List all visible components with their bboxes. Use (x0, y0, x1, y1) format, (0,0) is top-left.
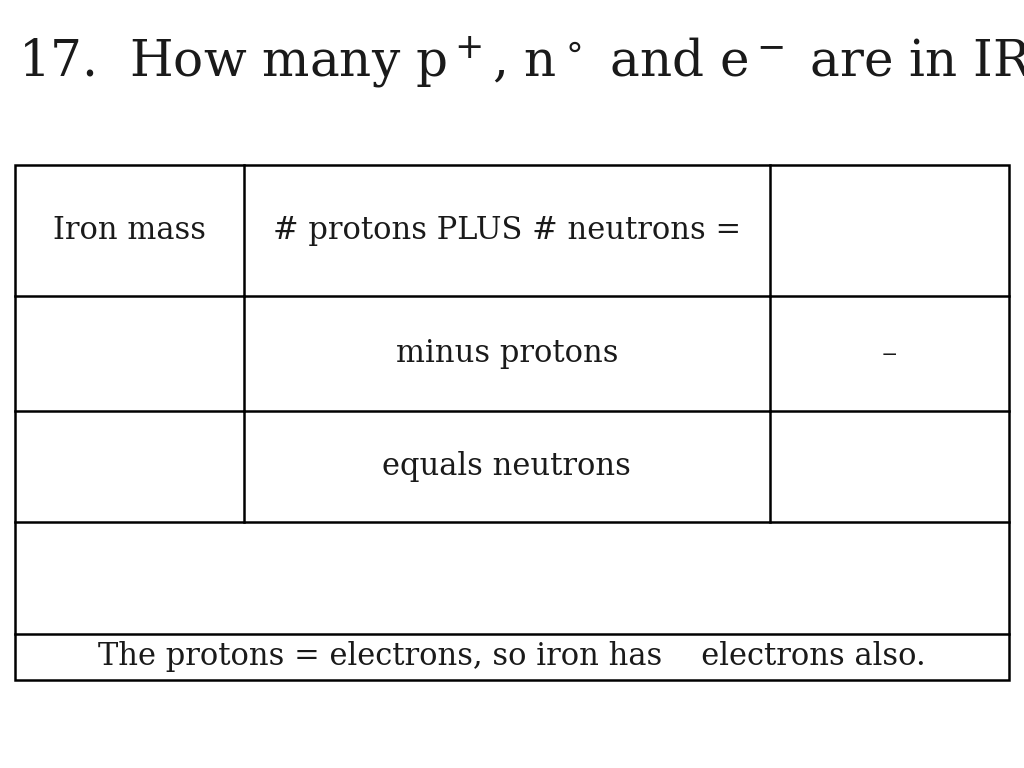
Text: –: – (882, 338, 897, 369)
Text: equals neutrons: equals neutrons (382, 451, 632, 482)
Text: minus protons: minus protons (395, 338, 618, 369)
Bar (15, 165, 1009, 680)
Text: The protons = electrons, so iron has    electrons also.: The protons = electrons, so iron has ele… (98, 641, 926, 672)
Text: 17.  How many p$^+$, n$^\circ$ and e$^-$ are in IRON (#26)?: 17. How many p$^+$, n$^\circ$ and e$^-$ … (18, 35, 1024, 91)
Text: # protons PLUS # neutrons =: # protons PLUS # neutrons = (272, 215, 741, 246)
Text: Iron mass: Iron mass (53, 215, 206, 246)
